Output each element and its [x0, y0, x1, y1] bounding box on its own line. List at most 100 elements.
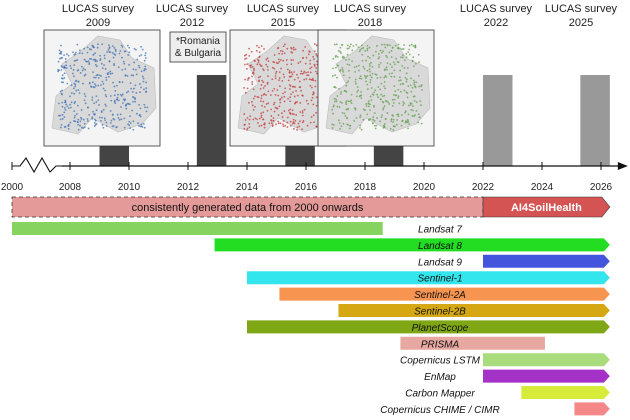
survey-point — [353, 107, 356, 110]
survey-point — [57, 70, 60, 73]
survey-point — [393, 63, 396, 66]
mission-label: Copernicus CHIME / CIMR — [380, 405, 499, 416]
tick-label: 2016 — [295, 182, 318, 193]
survey-point — [83, 74, 86, 77]
survey-point — [90, 85, 92, 88]
survey-point — [266, 109, 269, 112]
survey-point — [354, 80, 357, 83]
survey-point — [286, 116, 289, 119]
survey-point — [380, 82, 383, 85]
survey-point — [301, 121, 304, 124]
survey-point — [243, 113, 246, 115]
survey-point — [365, 103, 367, 105]
survey-point — [289, 88, 291, 90]
tick-label: 2020 — [413, 182, 436, 193]
survey-2022: LUCAS survey 2022 — [460, 3, 533, 29]
survey-point — [290, 63, 293, 66]
survey-point — [360, 47, 363, 50]
survey-point — [260, 84, 263, 86]
survey-point — [361, 59, 364, 62]
survey-point — [79, 120, 82, 123]
survey-point — [140, 86, 142, 89]
survey-point — [369, 79, 372, 81]
survey-point — [406, 96, 409, 99]
survey-point — [312, 103, 315, 106]
survey-point — [408, 44, 411, 47]
survey-point — [251, 65, 254, 68]
survey-point — [364, 109, 366, 112]
survey-point — [64, 99, 67, 102]
survey-point — [90, 58, 93, 60]
survey-point — [246, 127, 249, 130]
survey-point — [292, 48, 295, 51]
survey-point — [397, 96, 400, 99]
survey-point — [132, 74, 135, 77]
survey-point — [101, 43, 104, 46]
survey-point — [412, 56, 415, 59]
survey-point — [354, 108, 357, 111]
survey-point — [290, 71, 293, 74]
survey-point — [75, 51, 77, 54]
survey-point — [360, 128, 363, 131]
survey-point — [267, 75, 269, 78]
survey-point — [113, 46, 116, 49]
survey-point — [333, 104, 335, 107]
survey-point — [391, 46, 394, 49]
mission-bar — [483, 254, 610, 268]
survey-point — [281, 116, 284, 118]
survey-point — [342, 122, 345, 125]
survey-point — [74, 53, 77, 55]
survey-point — [392, 61, 395, 64]
mission-bar — [574, 402, 610, 416]
survey-point — [415, 110, 418, 112]
survey-point — [77, 128, 80, 131]
survey-point — [263, 126, 266, 129]
survey-point — [258, 117, 261, 120]
survey-point — [301, 94, 304, 97]
survey-point — [383, 123, 386, 125]
survey-point — [69, 64, 72, 67]
survey-point — [117, 66, 120, 69]
survey-point — [283, 52, 286, 55]
survey-point — [375, 124, 378, 127]
survey-point — [360, 77, 363, 80]
survey-point — [348, 127, 351, 130]
survey-point — [101, 80, 104, 83]
survey-point — [348, 58, 350, 61]
survey-point — [70, 67, 73, 70]
survey-point — [332, 124, 335, 126]
survey-point — [379, 49, 382, 52]
survey-point — [143, 68, 146, 70]
survey-point — [307, 71, 310, 74]
survey-point — [349, 124, 352, 127]
survey-point — [394, 44, 397, 47]
survey-point — [271, 78, 274, 81]
survey-bar — [373, 146, 404, 166]
survey-point — [80, 118, 83, 120]
survey-point — [305, 78, 308, 80]
axis-arrowhead — [617, 162, 628, 170]
survey-point — [399, 76, 401, 79]
survey-point — [108, 60, 111, 63]
survey-point — [292, 128, 295, 130]
survey-point — [61, 101, 64, 104]
survey-point — [291, 109, 294, 112]
survey-point — [413, 115, 415, 118]
survey-point — [391, 72, 393, 75]
survey-point — [309, 84, 312, 87]
survey-point — [396, 119, 399, 121]
survey-point — [59, 51, 62, 53]
survey-point — [291, 122, 294, 125]
survey-point — [335, 43, 338, 46]
survey-year: 2022 — [484, 17, 508, 29]
survey-point — [365, 59, 368, 62]
survey-point — [278, 60, 281, 63]
survey-point — [256, 58, 259, 61]
survey-point — [128, 63, 130, 66]
survey-point — [409, 84, 412, 87]
survey-point — [369, 95, 372, 98]
survey-point — [281, 50, 284, 53]
survey-point — [265, 94, 267, 96]
survey-point — [253, 59, 256, 62]
survey-point — [350, 99, 353, 102]
